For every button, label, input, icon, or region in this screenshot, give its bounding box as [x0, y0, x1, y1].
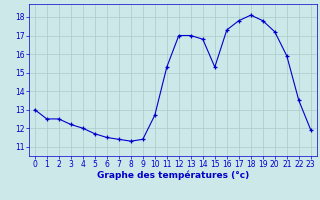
X-axis label: Graphe des températures (°c): Graphe des températures (°c) — [97, 171, 249, 180]
